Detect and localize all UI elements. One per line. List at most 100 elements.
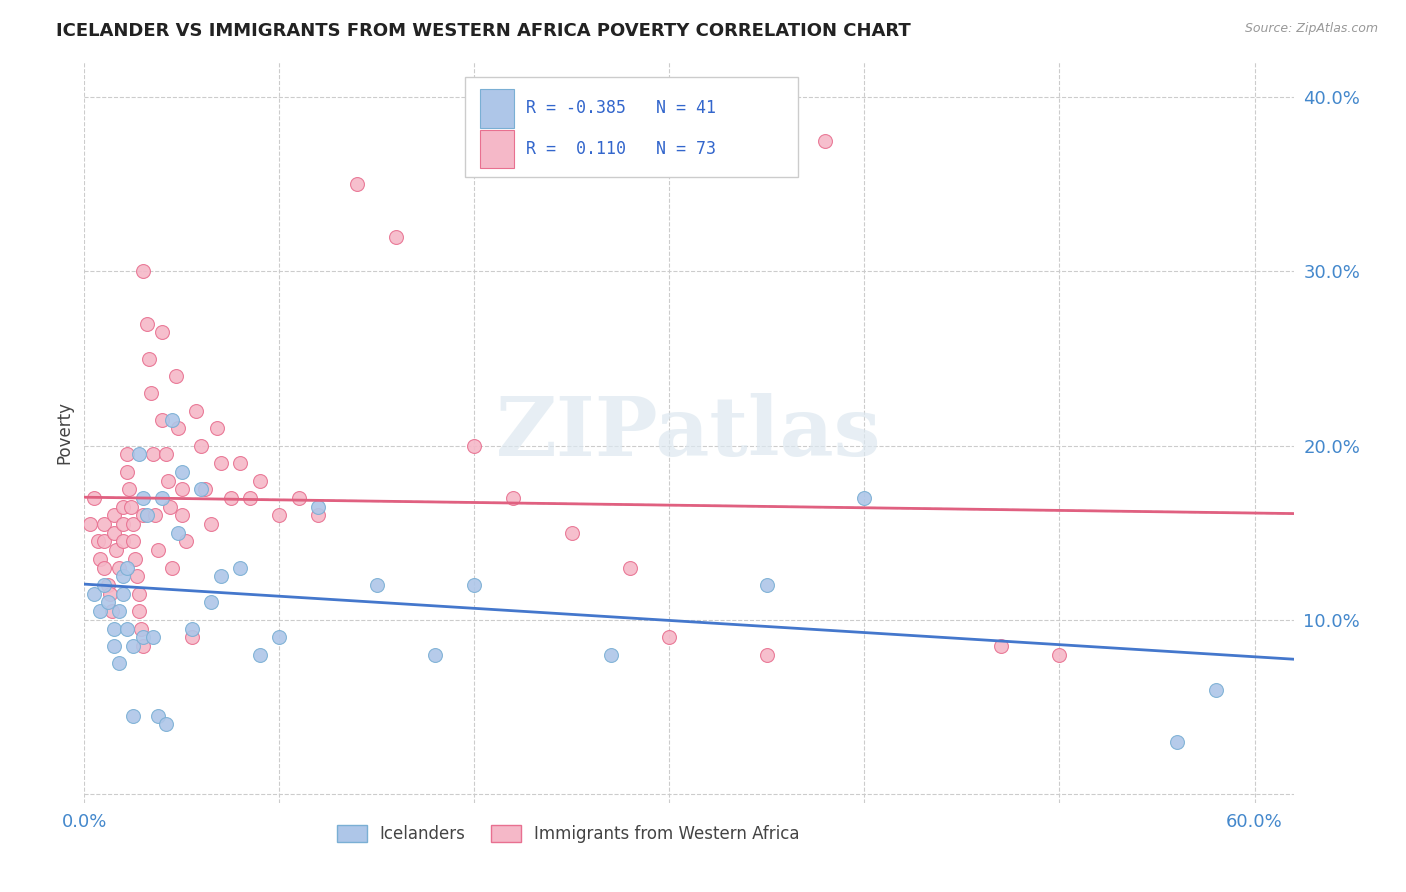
Point	[209, 569, 232, 583]
Point	[366, 578, 388, 592]
Point	[209, 456, 232, 470]
Point	[112, 587, 135, 601]
Point	[135, 317, 157, 331]
Point	[122, 534, 145, 549]
Point	[108, 657, 131, 671]
Point	[425, 648, 447, 662]
Point	[93, 534, 115, 549]
Point	[83, 587, 105, 601]
Point	[229, 456, 252, 470]
Point	[142, 447, 165, 461]
Point	[112, 517, 135, 532]
Text: R =  0.110   N = 73: R = 0.110 N = 73	[526, 140, 716, 158]
Point	[194, 482, 217, 496]
Point	[159, 500, 181, 514]
Point	[170, 465, 193, 479]
Point	[132, 264, 155, 278]
Point	[307, 508, 329, 523]
Point	[143, 508, 166, 523]
Legend: Icelanders, Immigrants from Western Africa: Icelanders, Immigrants from Western Afri…	[330, 819, 806, 850]
Point	[346, 178, 368, 192]
Point	[122, 708, 145, 723]
Point	[150, 412, 173, 426]
Point	[93, 578, 115, 592]
Point	[89, 552, 111, 566]
Point	[180, 630, 202, 644]
Point	[200, 517, 222, 532]
Point	[239, 491, 262, 505]
Point	[755, 578, 778, 592]
Point	[118, 482, 141, 496]
Point	[561, 525, 583, 540]
Y-axis label: Poverty: Poverty	[55, 401, 73, 464]
Point	[87, 534, 110, 549]
Point	[658, 630, 681, 644]
Point	[463, 439, 485, 453]
Text: R = -0.385   N = 41: R = -0.385 N = 41	[526, 99, 716, 118]
Point	[120, 500, 142, 514]
Point	[502, 491, 524, 505]
Point	[463, 578, 485, 592]
Point	[200, 595, 222, 609]
Point	[108, 604, 131, 618]
Point	[97, 578, 120, 592]
Point	[1166, 735, 1188, 749]
Point	[128, 604, 150, 618]
Point	[755, 648, 778, 662]
Point	[112, 500, 135, 514]
Point	[157, 474, 180, 488]
Point	[139, 386, 162, 401]
Point	[103, 622, 125, 636]
Point	[385, 229, 408, 244]
Point	[112, 534, 135, 549]
Point	[93, 560, 115, 574]
Point	[155, 717, 177, 731]
Point	[167, 421, 190, 435]
Point	[83, 491, 105, 505]
Point	[190, 482, 212, 496]
Point	[1205, 682, 1227, 697]
Point	[124, 552, 146, 566]
Point	[160, 560, 183, 574]
Point	[167, 525, 190, 540]
Text: ZIPatlas: ZIPatlas	[496, 392, 882, 473]
Point	[165, 369, 187, 384]
Point	[128, 587, 150, 601]
Point	[142, 630, 165, 644]
Point	[103, 525, 125, 540]
Point	[269, 508, 291, 523]
Point	[205, 421, 228, 435]
Point	[132, 639, 155, 653]
Point	[148, 543, 170, 558]
Point	[1049, 648, 1071, 662]
Point	[160, 412, 183, 426]
Point	[148, 708, 170, 723]
Point	[103, 639, 125, 653]
Point	[132, 630, 155, 644]
Point	[117, 447, 139, 461]
Point	[229, 560, 252, 574]
Point	[269, 630, 291, 644]
Point	[132, 508, 155, 523]
Point	[138, 351, 160, 366]
Point	[98, 587, 121, 601]
Point	[89, 604, 111, 618]
Point	[125, 569, 148, 583]
Point	[155, 447, 177, 461]
Point	[219, 491, 242, 505]
Point	[814, 134, 837, 148]
Point	[853, 491, 876, 505]
Point	[184, 404, 207, 418]
Point	[132, 491, 155, 505]
Text: Source: ZipAtlas.com: Source: ZipAtlas.com	[1244, 22, 1378, 36]
Point	[108, 560, 131, 574]
Point	[117, 622, 139, 636]
Bar	[479, 130, 513, 169]
Point	[103, 508, 125, 523]
Point	[129, 622, 152, 636]
Point	[170, 482, 193, 496]
Point	[122, 517, 145, 532]
Point	[249, 474, 271, 488]
FancyBboxPatch shape	[465, 78, 797, 178]
Point	[117, 560, 139, 574]
